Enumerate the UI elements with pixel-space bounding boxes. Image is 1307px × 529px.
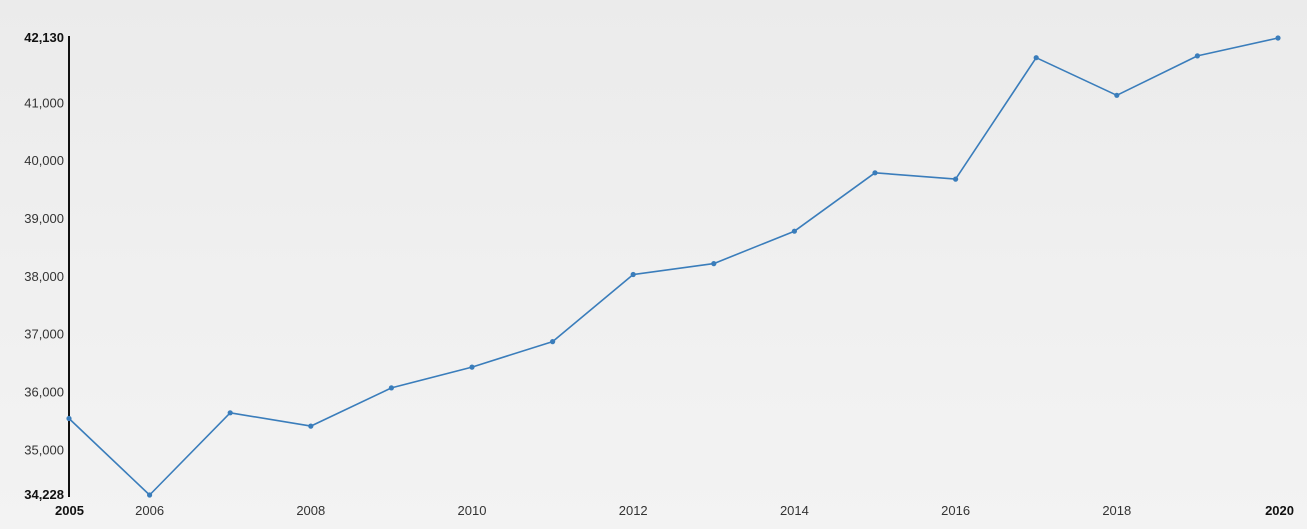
y-tick-label: 39,000 (24, 211, 64, 226)
y-tick-label: 38,000 (24, 269, 64, 284)
y-tick-label: 40,000 (24, 153, 64, 168)
x-tick-label: 2012 (619, 503, 648, 518)
data-point[interactable] (1114, 92, 1120, 98)
series-layer (66, 35, 1281, 498)
data-point[interactable] (147, 492, 153, 498)
y-tick-label: 34,228 (24, 487, 64, 502)
x-tick-label: 2006 (135, 503, 164, 518)
data-point[interactable] (953, 176, 959, 182)
y-tick-label: 42,130 (24, 30, 64, 45)
data-point[interactable] (308, 423, 314, 429)
data-point[interactable] (388, 385, 394, 391)
y-tick-label: 37,000 (24, 327, 64, 342)
x-tick-label: 2020 (1265, 503, 1294, 518)
x-tick-label: 2016 (941, 503, 970, 518)
data-point[interactable] (469, 364, 475, 370)
x-tick-label: 2018 (1102, 503, 1131, 518)
data-point[interactable] (550, 339, 556, 345)
x-tick-label: 2005 (55, 503, 84, 518)
data-point[interactable] (227, 410, 233, 416)
data-point[interactable] (791, 228, 798, 234)
y-tick-label: 35,000 (24, 442, 64, 457)
data-point[interactable] (1033, 55, 1039, 61)
data-point[interactable] (1275, 35, 1281, 41)
y-tick-label: 41,000 (24, 95, 64, 110)
x-tick-label: 2014 (780, 503, 809, 518)
y-axis-ticks: 42,130 41,000 40,000 39,000 38,000 37,000 36,0… (24, 30, 64, 502)
data-point[interactable] (1194, 53, 1200, 59)
x-tick-label: 2008 (296, 503, 325, 518)
series-line (68, 37, 1279, 496)
x-axis-ticks: 2005 2006 2008 2010 2012 2014 2016 2018 2020 (55, 503, 1294, 518)
data-point[interactable] (630, 271, 636, 278)
data-point[interactable] (66, 415, 72, 422)
data-point[interactable] (872, 170, 878, 176)
data-point[interactable] (711, 261, 717, 267)
y-tick-label: 36,000 (24, 385, 64, 400)
x-tick-label: 2010 (458, 503, 487, 518)
